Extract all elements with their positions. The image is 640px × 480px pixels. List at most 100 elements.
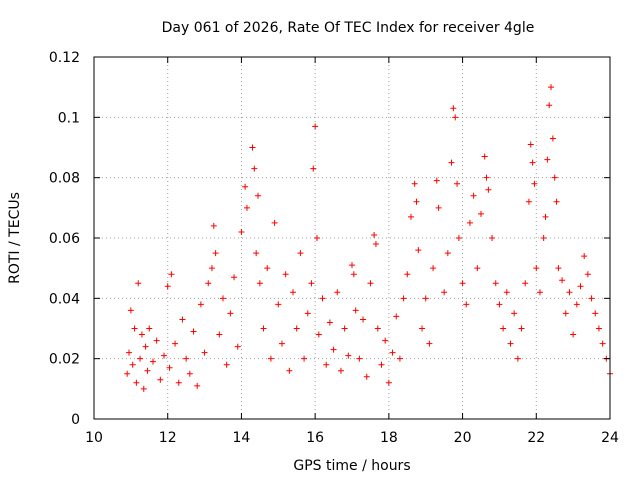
x-tick-label: 18 [380,430,398,446]
data-point [527,141,534,148]
data-point [271,219,278,226]
x-tick-label: 24 [601,430,619,446]
data-point [135,280,142,287]
data-point [337,367,344,374]
data-point [186,370,193,377]
data-point [466,219,473,226]
x-axis-title: GPS time / hours [293,458,410,474]
data-point [208,265,215,272]
x-tick-label: 12 [159,430,177,446]
data-point [260,325,267,332]
data-point [413,198,420,205]
data-point [350,271,357,278]
data-point [153,337,160,344]
data-point [142,343,149,350]
data-point [175,379,182,386]
data-point [500,325,507,332]
data-point [474,265,481,272]
data-point [573,301,580,308]
data-point [124,370,131,377]
data-point [393,313,400,320]
data-point [372,241,379,248]
data-point [595,325,602,332]
data-point [540,235,547,241]
tick-labels: 10 12 14 16 18 20 22 24 0 0.02 0.04 0.06 0.08 0.1 0.12 [49,50,619,446]
data-point [290,289,297,296]
y-tick-label: 0.02 [49,352,80,368]
data-point [238,228,245,235]
x-tick-label: 14 [233,430,251,446]
data-point [549,135,556,142]
chart-title: Day 061 of 2026, Rate Of TEC Index for r… [162,20,535,36]
data-point [542,213,549,220]
data-point [481,153,488,160]
data-point [551,174,558,181]
data-point [231,274,238,281]
data-point [584,271,591,278]
data-point [352,307,359,314]
data-point [212,250,219,257]
data-point [144,367,151,374]
data-point [315,331,322,338]
data-point [220,295,226,302]
data-point [470,192,477,199]
data-point [489,235,496,241]
data-point [496,301,503,308]
data-point [157,376,164,383]
data-point [415,247,422,254]
data-point [492,280,499,287]
data-point [400,295,407,302]
data-point [319,295,326,302]
x-tick-label: 20 [454,430,472,446]
data-point [172,340,179,347]
y-tick-label: 0.06 [49,231,80,247]
data-point [201,349,208,356]
data-point [168,271,175,278]
data-point [566,289,573,296]
data-point [592,310,599,317]
data-point [426,340,433,347]
data-point [536,289,543,296]
data-point [138,331,145,338]
data-point [455,235,462,241]
data-point [216,331,223,338]
data-point [194,382,201,389]
data-point [234,343,241,350]
y-tick-label: 0.1 [58,110,80,126]
data-point [371,231,378,238]
data-point [511,310,518,317]
data-point [255,192,262,199]
data-point [249,144,256,151]
data-point [326,319,333,326]
data-point [363,373,370,380]
data-point [251,165,258,172]
data-point [197,301,204,308]
data-point [323,361,330,368]
data-point [478,210,484,217]
data-point [430,265,437,272]
data-point [382,337,389,344]
data-point [278,340,285,347]
data-point [297,250,304,257]
data-point [448,159,455,166]
data-point [312,123,319,130]
data-point [301,355,308,362]
x-tick-label: 10 [85,430,103,446]
data-point [459,280,466,287]
data-point [555,265,562,272]
data-point [131,325,138,332]
data-point [360,316,367,323]
data-point [452,114,459,121]
grid-layer [94,57,610,419]
data-point [507,340,514,347]
data-points [124,84,613,392]
data-point [396,355,403,362]
data-point [367,280,374,287]
data-point [210,222,217,229]
data-point [581,253,588,260]
data-point [345,352,352,359]
data-point [282,271,289,278]
data-point [433,177,440,184]
data-point [341,325,348,332]
